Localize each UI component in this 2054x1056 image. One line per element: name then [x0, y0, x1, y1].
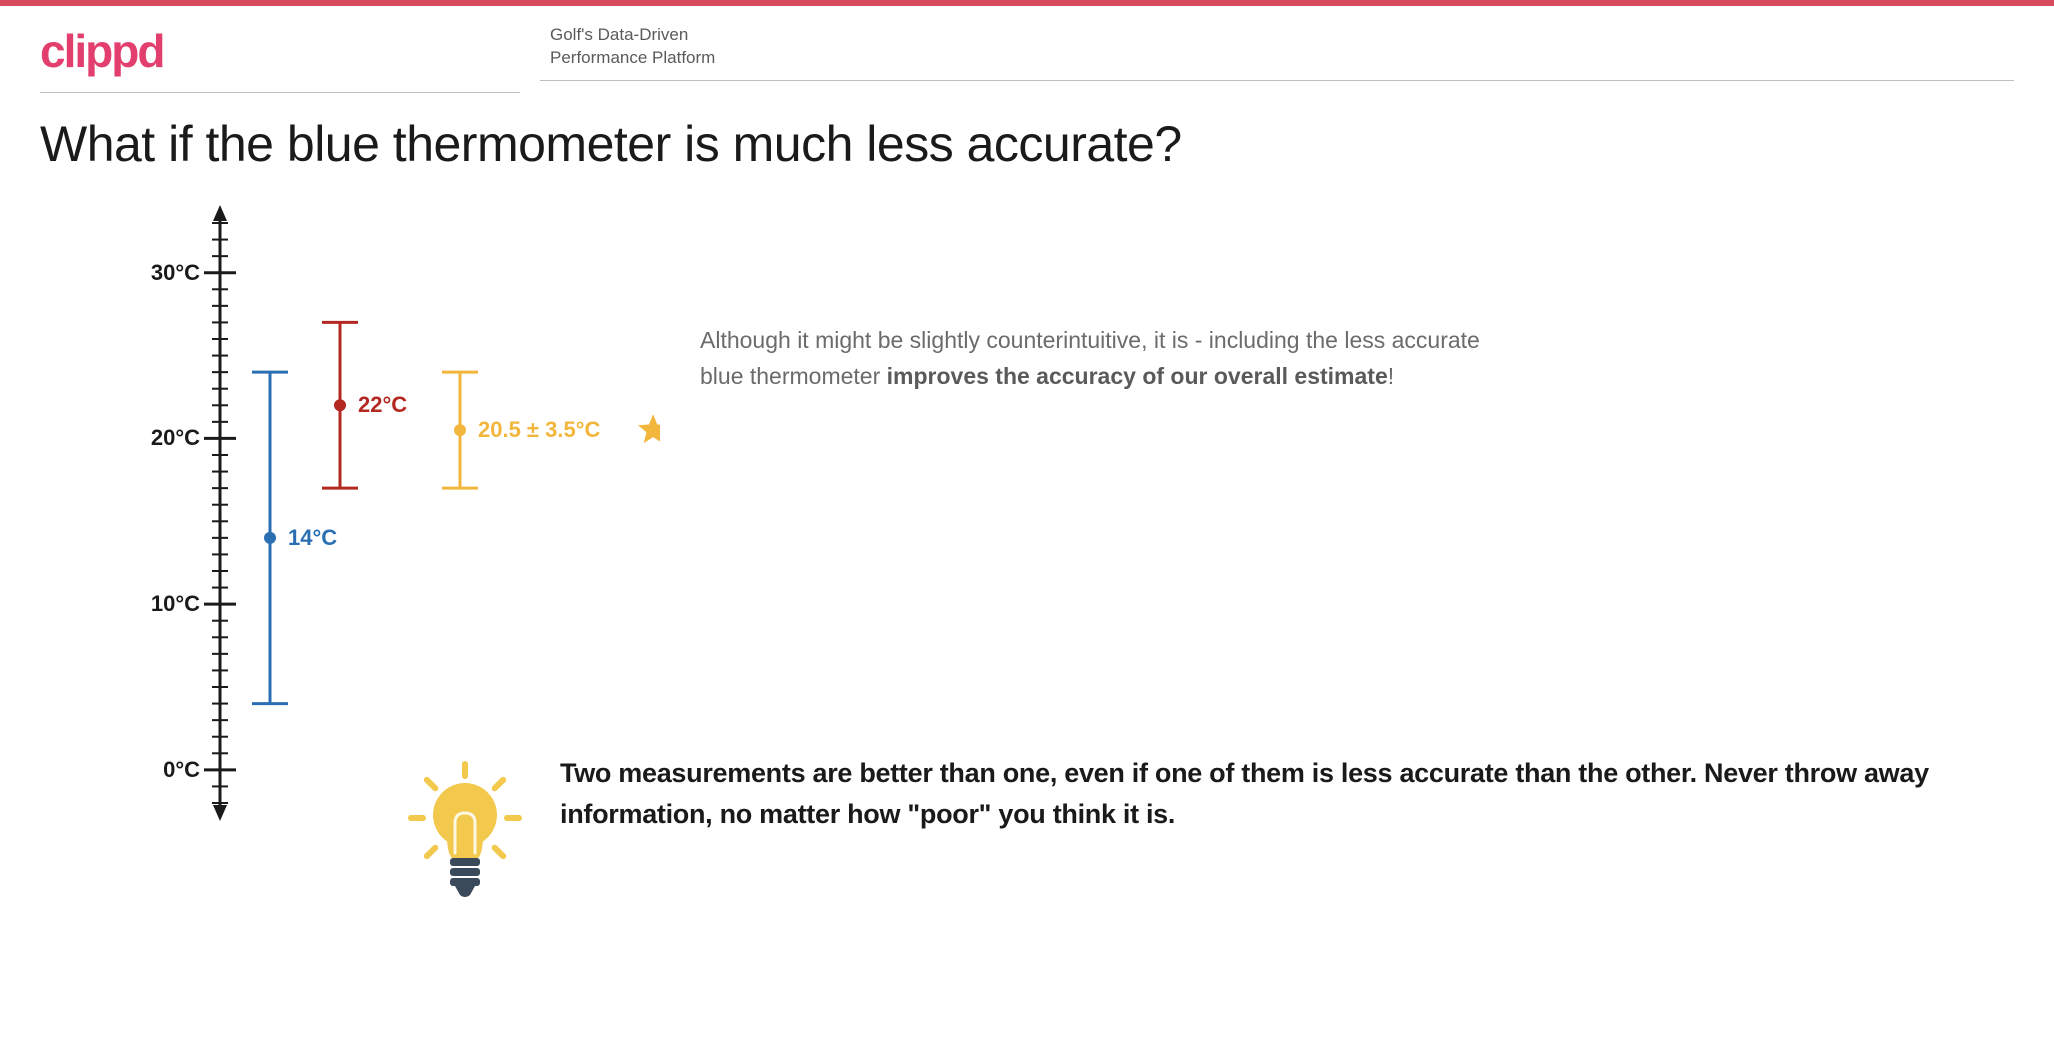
- header: clippd Golf's Data-Driven Performance Pl…: [0, 6, 2054, 93]
- insight-row: Two measurements are better than one, ev…: [400, 753, 1994, 908]
- insight-text: Two measurements are better than one, ev…: [560, 753, 1994, 834]
- tagline-line-1: Golf's Data-Driven: [550, 24, 2014, 47]
- explanation-text: Although it might be slightly counterint…: [700, 323, 1480, 394]
- axis-tick-label: 20°C: [140, 425, 200, 451]
- logo-block: clippd: [40, 24, 520, 93]
- explanation-strong: improves the accuracy of our overall est…: [887, 363, 1388, 389]
- explanation-column: Although it might be slightly counterint…: [700, 203, 2014, 823]
- tagline-line-2: Performance Platform: [550, 47, 2014, 70]
- series-label-red: 22°C: [358, 392, 407, 418]
- thermometer-chart: 0°C 10°C 20°C 30°C 14°C 22°C 20.5 ± 3.5°C: [140, 203, 660, 823]
- series-label-combined: 20.5 ± 3.5°C: [478, 417, 600, 443]
- series-label-blue: 14°C: [288, 525, 337, 551]
- star-icon: [638, 414, 660, 443]
- content-area: 0°C 10°C 20°C 30°C 14°C 22°C 20.5 ± 3.5°C Alt…: [0, 183, 2054, 843]
- tagline-block: Golf's Data-Driven Performance Platform: [540, 24, 2014, 81]
- explanation-post: !: [1388, 363, 1394, 389]
- axis-tick-label: 0°C: [140, 757, 200, 783]
- lightbulb-icon: [400, 753, 530, 908]
- chart-svg: [140, 203, 660, 823]
- logo: clippd: [40, 24, 520, 78]
- page-title: What if the blue thermometer is much les…: [0, 93, 2054, 183]
- axis-tick-label: 10°C: [140, 591, 200, 617]
- axis-tick-label: 30°C: [140, 260, 200, 286]
